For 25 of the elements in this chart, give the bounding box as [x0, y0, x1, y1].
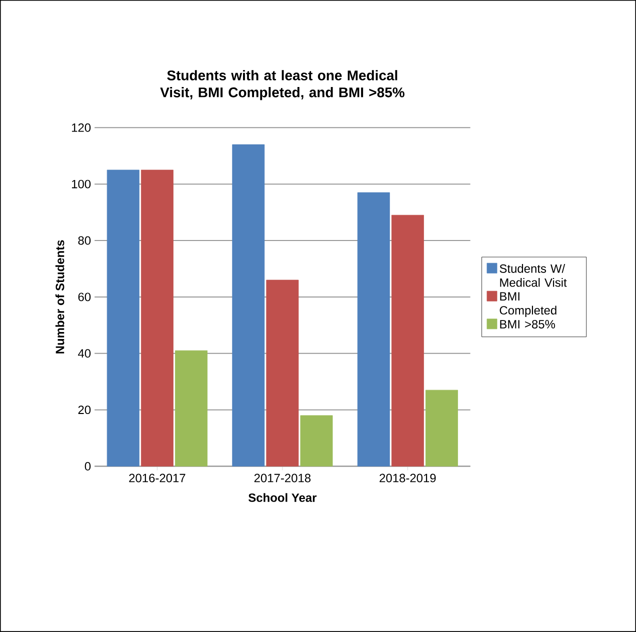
bar — [391, 214, 424, 466]
bar — [106, 170, 140, 466]
bar — [426, 390, 458, 466]
x-tick-label: 2018-2019 — [380, 474, 436, 482]
legend-label: Students W/ Medical Visit — [500, 264, 567, 287]
y-tick-label: 0 — [84, 462, 91, 470]
bar — [140, 170, 174, 466]
bar — [357, 192, 390, 466]
x-axis-title: School Year — [248, 493, 317, 502]
y-tick-label: 60 — [78, 292, 91, 302]
y-tick-label: 120 — [72, 123, 91, 132]
bar — [266, 280, 299, 466]
y-tick-label: 20 — [78, 406, 91, 414]
y-tick-label: 80 — [78, 236, 91, 245]
chart-title: Students with at least one Medical Visit, BMI Completed, and BMI >85% — [160, 70, 404, 100]
bar — [175, 350, 208, 466]
y-axis-title: Number of Students — [55, 240, 64, 354]
x-tick-label: 2017-2018 — [254, 474, 311, 482]
y-tick-label: 100 — [72, 180, 91, 188]
legend-label: BMI Completed — [500, 292, 556, 317]
y-tick-label: 40 — [78, 349, 91, 358]
bar — [300, 415, 333, 466]
x-tick-label: 2016-2017 — [129, 474, 186, 482]
legend-label: BMI >85% — [500, 320, 556, 328]
bar — [232, 144, 265, 466]
